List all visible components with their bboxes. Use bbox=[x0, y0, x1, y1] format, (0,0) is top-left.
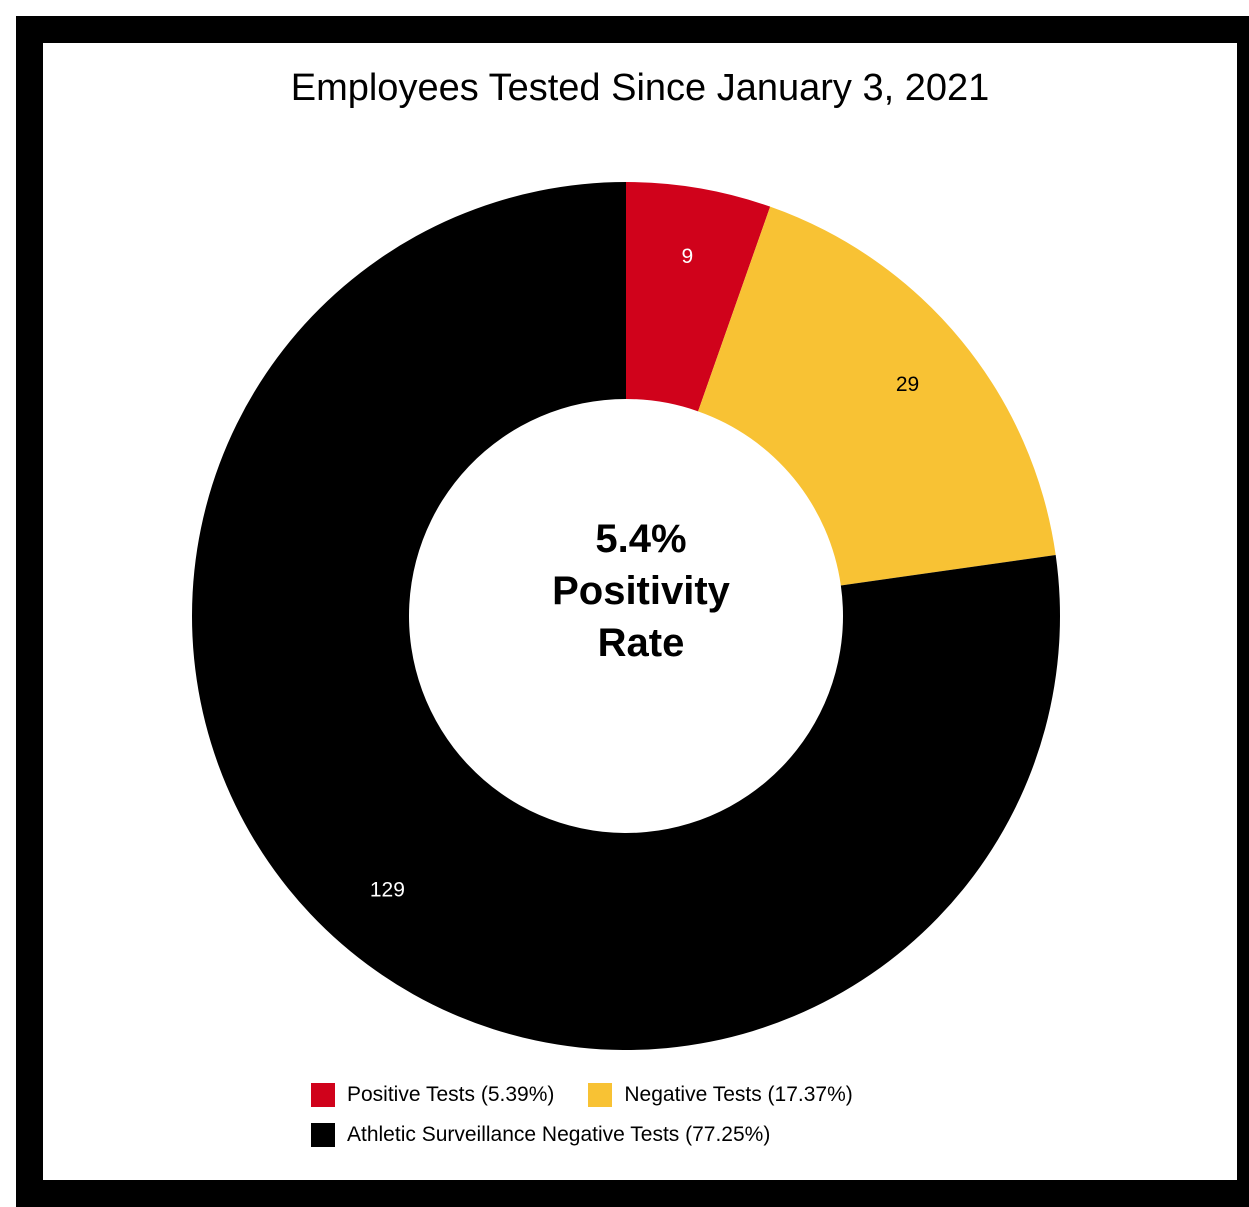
chart-frame: Employees Tested Since January 3, 2021 9… bbox=[16, 16, 1249, 1207]
legend-item-negative: Negative Tests (17.37%) bbox=[588, 1083, 853, 1107]
positivity-rate-value: 5.4% bbox=[595, 517, 687, 561]
slice-value-label-athletic: 129 bbox=[370, 878, 405, 901]
legend-swatch-negative bbox=[588, 1083, 613, 1107]
legend-label-negative: Negative Tests (17.37%) bbox=[624, 1083, 853, 1106]
legend-item-positive: Positive Tests (5.39%) bbox=[311, 1083, 554, 1107]
donut-chart: 9 29 129 bbox=[192, 182, 1060, 1050]
legend-label-athletic: Athletic Surveillance Negative Tests (77… bbox=[347, 1123, 771, 1146]
slice-value-label-negative: 29 bbox=[896, 373, 919, 396]
slice-athletic bbox=[192, 182, 1060, 1050]
slice-positive bbox=[626, 182, 771, 412]
slice-negative bbox=[698, 206, 1056, 586]
slice-value-label-positive: 9 bbox=[681, 245, 693, 268]
legend-label-positive: Positive Tests (5.39%) bbox=[347, 1083, 555, 1106]
positivity-rate-line3: Rate bbox=[597, 621, 685, 665]
legend-swatch-athletic bbox=[311, 1123, 335, 1147]
legend-row: Positive Tests (5.39%) Negative Tests (1… bbox=[311, 1075, 1011, 1115]
legend-row: Athletic Surveillance Negative Tests (77… bbox=[311, 1115, 1011, 1155]
positivity-rate-label: 5.4% Positivity Rate bbox=[486, 513, 796, 669]
legend: Positive Tests (5.39%) Negative Tests (1… bbox=[311, 1075, 1011, 1155]
chart-title: Employees Tested Since January 3, 2021 bbox=[290, 67, 990, 109]
legend-swatch-positive bbox=[311, 1083, 335, 1107]
legend-item-athletic: Athletic Surveillance Negative Tests (77… bbox=[311, 1123, 770, 1147]
positivity-rate-line2: Positivity bbox=[552, 569, 730, 613]
